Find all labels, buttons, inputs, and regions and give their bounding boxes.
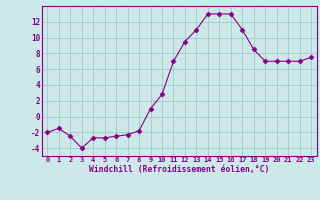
X-axis label: Windchill (Refroidissement éolien,°C): Windchill (Refroidissement éolien,°C) — [89, 165, 269, 174]
